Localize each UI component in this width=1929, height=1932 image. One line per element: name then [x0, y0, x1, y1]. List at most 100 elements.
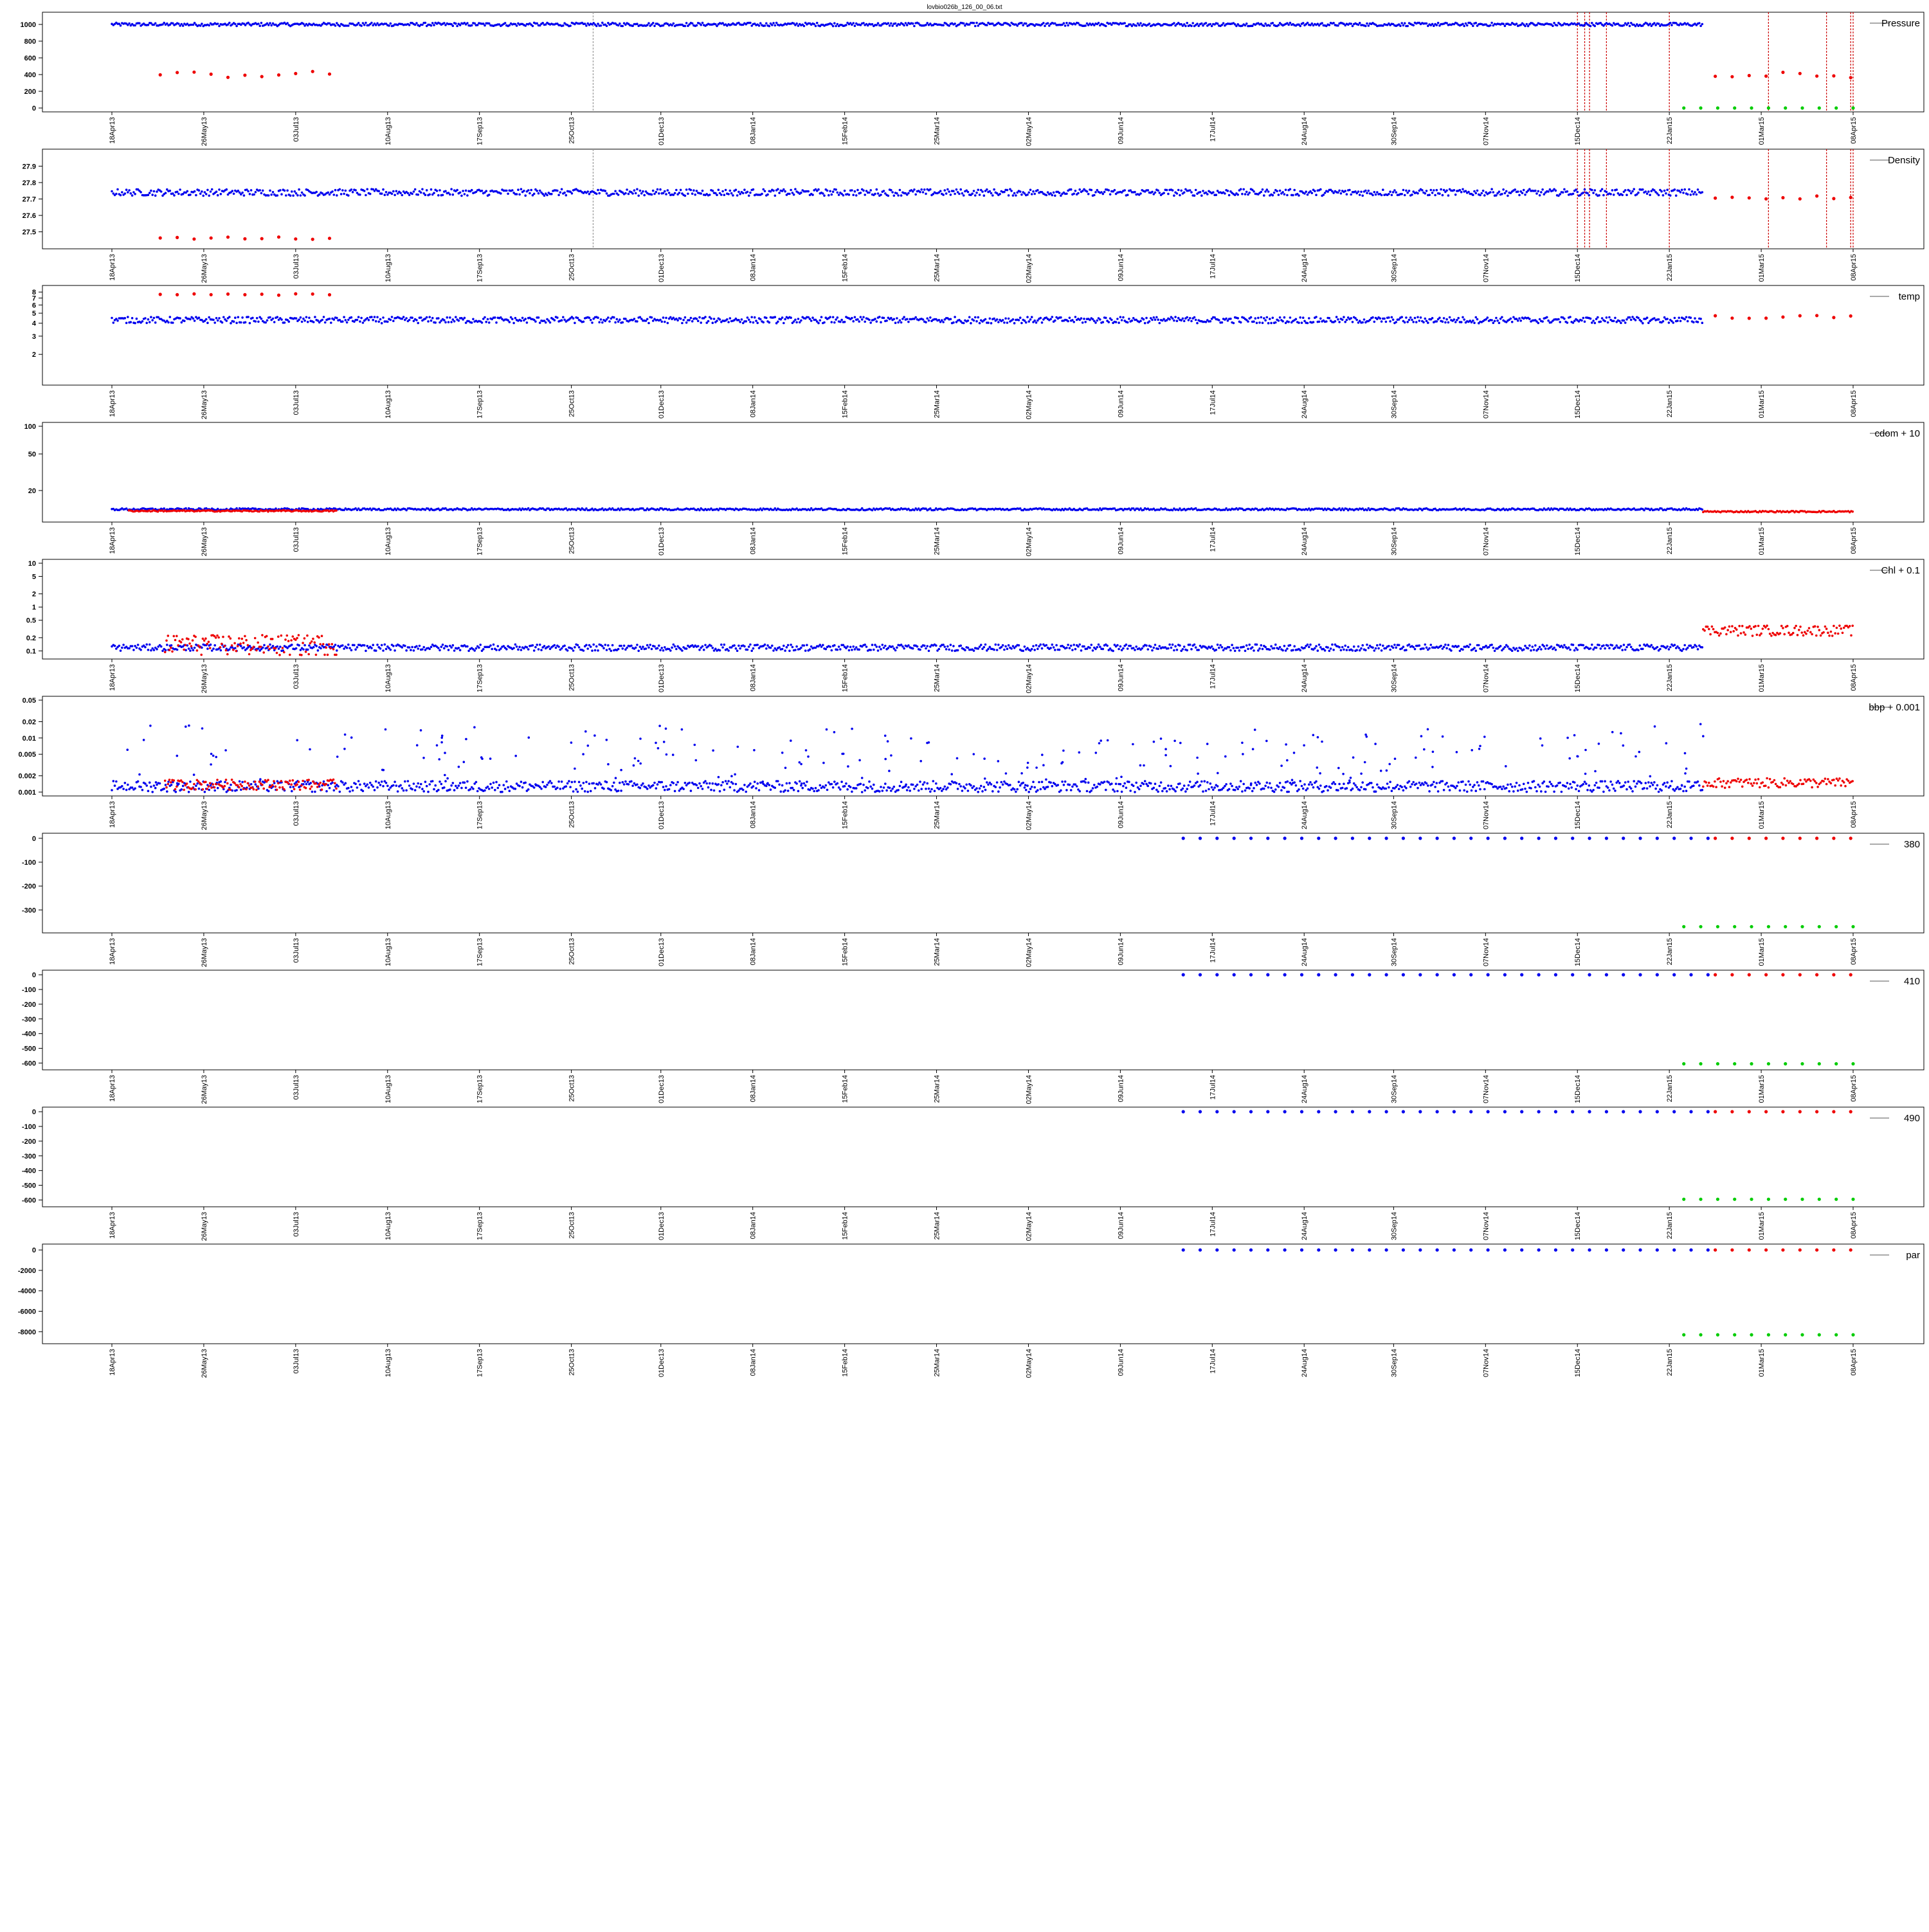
data-point	[1462, 23, 1464, 26]
data-point	[1108, 321, 1110, 323]
data-point	[1510, 318, 1512, 320]
data-point	[132, 191, 135, 194]
data-point	[1253, 190, 1255, 193]
data-point	[331, 190, 334, 193]
data-point	[1629, 25, 1631, 28]
data-point	[1698, 22, 1701, 24]
data-point	[340, 193, 343, 195]
data-point	[1436, 24, 1438, 26]
data-point	[588, 317, 591, 320]
data-point	[1438, 192, 1441, 195]
x-tick-label: 02May14	[1025, 390, 1033, 419]
data-point	[1798, 314, 1802, 318]
data-point	[871, 23, 874, 26]
data-point	[120, 194, 122, 197]
data-point	[311, 293, 314, 296]
data-point	[1392, 318, 1395, 321]
x-tick-label: 25Mar14	[934, 527, 941, 555]
data-point	[752, 321, 755, 324]
data-point	[844, 321, 846, 323]
data-point	[192, 318, 195, 320]
data-point	[305, 316, 308, 319]
data-point	[294, 237, 297, 240]
data-point	[509, 24, 511, 27]
data-point	[1094, 321, 1097, 324]
data-point	[220, 193, 222, 195]
data-point	[543, 194, 546, 197]
x-tick-label: 10Aug13	[385, 390, 392, 419]
data-point	[648, 322, 650, 325]
data-point	[914, 316, 917, 319]
data-point	[1696, 194, 1698, 196]
data-point	[741, 318, 743, 321]
data-point	[1592, 192, 1595, 194]
data-point	[1266, 316, 1269, 319]
data-point	[217, 194, 219, 197]
data-point	[1606, 191, 1608, 194]
x-tick-label: 25Oct13	[568, 527, 576, 554]
data-point	[420, 316, 422, 319]
data-point	[690, 189, 693, 192]
data-point	[1421, 189, 1424, 192]
data-point	[1591, 321, 1593, 324]
data-point	[1363, 318, 1366, 321]
data-point	[1662, 320, 1665, 323]
data-point	[1633, 188, 1635, 190]
data-point	[471, 24, 473, 27]
data-point	[696, 190, 698, 192]
data-point	[116, 320, 119, 322]
data-point	[176, 293, 179, 296]
data-point	[1029, 318, 1032, 321]
data-point	[907, 321, 910, 323]
data-point	[1002, 319, 1004, 321]
data-point	[975, 320, 978, 323]
data-point	[388, 24, 390, 27]
data-point	[159, 73, 162, 77]
data-point	[1391, 194, 1393, 197]
data-point	[559, 191, 562, 194]
data-point	[1389, 320, 1391, 323]
data-point	[211, 188, 213, 191]
data-point	[652, 22, 655, 24]
data-point	[1245, 23, 1248, 25]
x-tick-label: 02May14	[1025, 527, 1033, 556]
data-point	[977, 316, 979, 319]
data-point	[1080, 317, 1083, 320]
data-point	[844, 190, 846, 192]
data-point	[1009, 24, 1011, 27]
data-point	[215, 190, 218, 193]
data-point	[1338, 190, 1341, 192]
y-tick-label: 0.2	[26, 635, 36, 642]
data-point	[585, 24, 588, 27]
legend-label: Density	[1888, 155, 1921, 166]
data-point	[1047, 191, 1049, 194]
data-point	[529, 192, 531, 195]
data-point	[1035, 321, 1038, 324]
data-point	[1682, 192, 1685, 194]
data-point	[1433, 189, 1435, 192]
data-point	[1406, 192, 1409, 194]
data-point	[1180, 190, 1182, 192]
data-point	[120, 24, 122, 27]
data-point	[1131, 320, 1134, 322]
data-point	[329, 318, 331, 320]
data-point	[967, 320, 970, 322]
data-point	[1157, 190, 1159, 192]
panel-frame	[42, 149, 1924, 249]
data-point	[428, 194, 431, 196]
data-point	[1462, 188, 1464, 191]
data-point	[925, 321, 927, 323]
data-point	[1481, 192, 1483, 195]
data-point	[1447, 321, 1450, 324]
data-point	[370, 22, 373, 24]
data-point	[624, 318, 627, 320]
data-point	[1190, 25, 1193, 28]
data-point	[524, 194, 527, 197]
data-point	[747, 316, 749, 319]
data-point	[1286, 194, 1289, 197]
data-point	[443, 22, 446, 24]
data-point	[1028, 192, 1030, 194]
data-point	[1594, 25, 1597, 28]
data-point	[1229, 318, 1232, 320]
data-point	[652, 190, 655, 192]
